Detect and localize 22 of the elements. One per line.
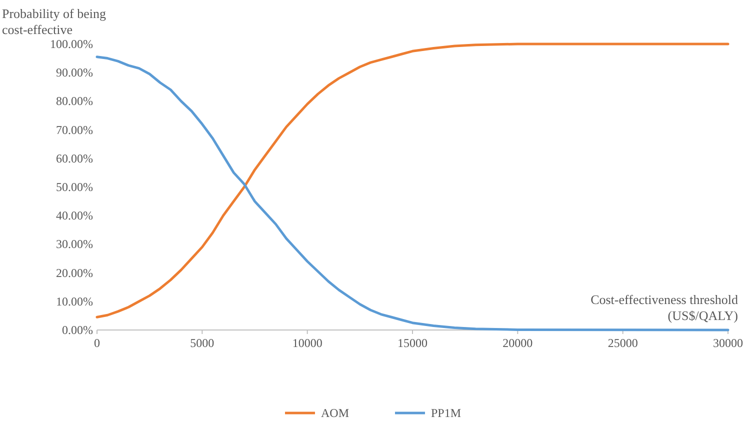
x-tick-label: 10000: [292, 336, 322, 350]
y-tick-label: 70.00%: [56, 122, 93, 137]
y-tick-label: 80.00%: [56, 94, 93, 108]
x-tick-label: 20000: [502, 336, 533, 350]
x-tick-label: 0: [94, 336, 100, 350]
x-tick-label: 30000: [713, 336, 743, 350]
x-tick-label: 15000: [398, 336, 428, 350]
y-tick-label: 10.00%: [56, 294, 93, 308]
y-tick-label: 20.00%: [56, 266, 93, 280]
y-axis-title: Probability of being cost-effective: [2, 6, 106, 37]
y-tick-label: 100.00%: [50, 37, 93, 51]
y-tick-label: 30.00%: [56, 237, 93, 252]
x-axis-title: Cost-effectiveness threshold (US$/QALY): [590, 292, 738, 323]
legend-label: AOM: [321, 406, 350, 420]
y-tick-label: 50.00%: [56, 180, 93, 194]
y-tick-label: 90.00%: [56, 66, 93, 80]
y-tick-label: 40.00%: [56, 208, 93, 223]
y-tick-label: 60.00%: [56, 151, 93, 166]
x-tick-label: 25000: [608, 336, 638, 350]
legend-label: PP1M: [431, 406, 462, 420]
x-tick-label: 5000: [190, 336, 214, 350]
y-tick-label: 0.00%: [62, 323, 93, 337]
